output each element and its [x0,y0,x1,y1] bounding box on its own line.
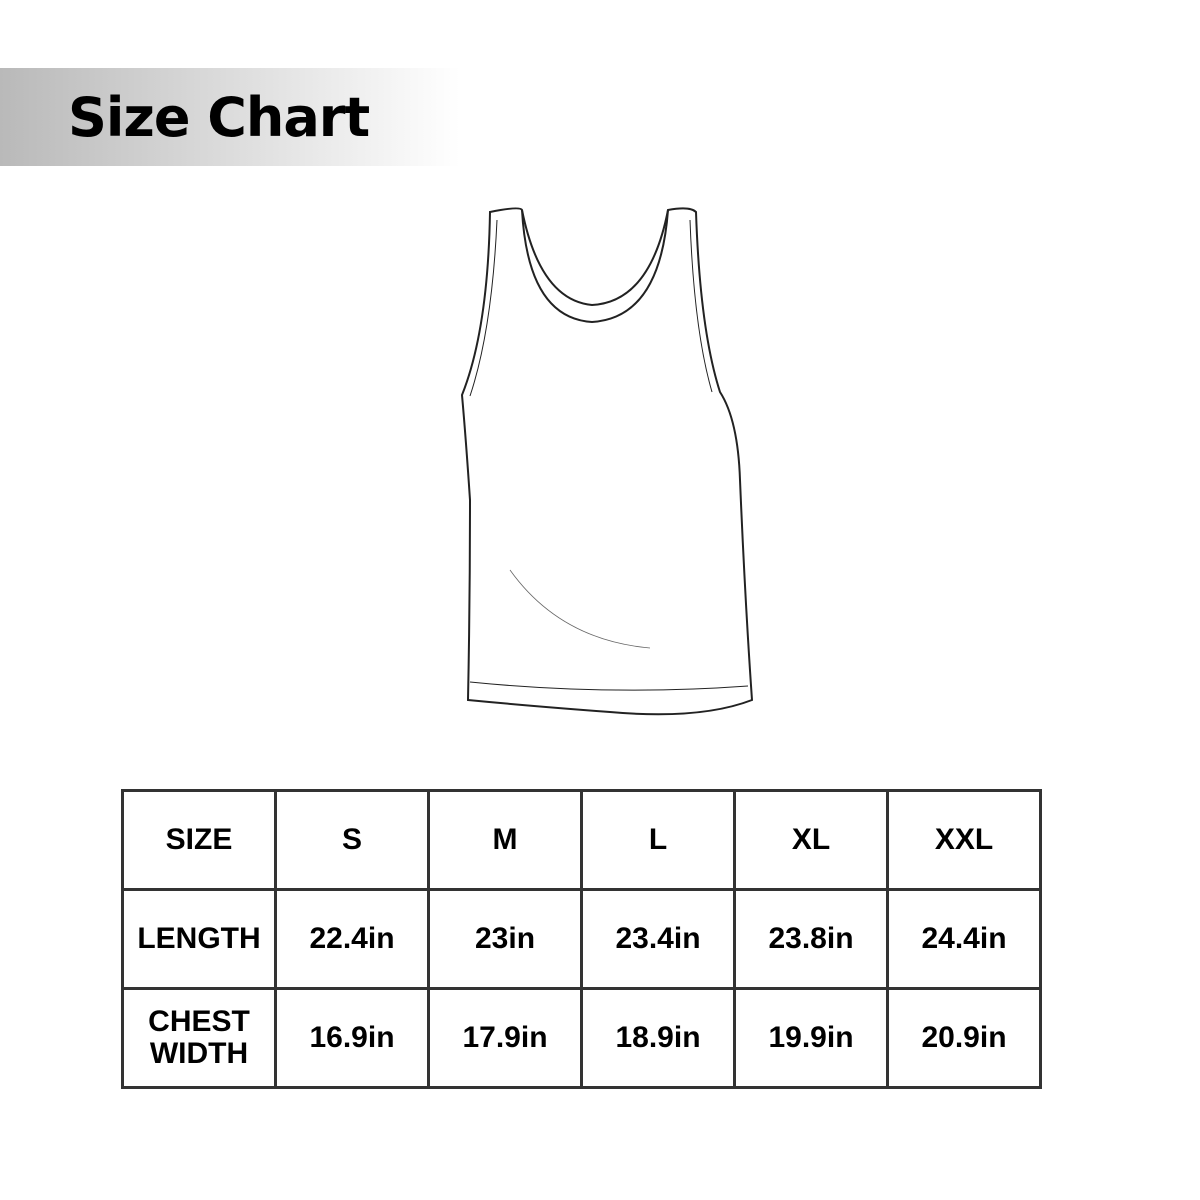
table-row: CHEST WIDTH 16.9in 17.9in 18.9in 19.9in 2… [121,987,1042,1089]
page-title: Size Chart [68,86,370,149]
table-cell: 23.4in [580,888,736,990]
row-label-line: WIDTH [149,1037,249,1070]
table-cell: 23in [427,888,583,990]
tank-top-icon [460,207,754,716]
header-cell: XXL [886,789,1042,891]
row-label: LENGTH [121,888,277,990]
title-banner [0,68,460,166]
table-row: LENGTH 22.4in 23in 23.4in 23.8in 24.4in [121,888,1042,990]
header-cell: SIZE [121,789,277,891]
header-cell: L [580,789,736,891]
table-header-row: SIZE S M L XL XXL [121,789,1042,891]
table-cell: 16.9in [274,987,430,1089]
table-cell: 22.4in [274,888,430,990]
table-cell: 24.4in [886,888,1042,990]
row-label-line: CHEST [148,1005,250,1038]
header-cell: S [274,789,430,891]
table-cell: 18.9in [580,987,736,1089]
header-cell: M [427,789,583,891]
table-cell: 23.8in [733,888,889,990]
size-table: SIZE S M L XL XXL LENGTH 22.4in 23in 23.… [121,789,1042,1089]
table-cell: 20.9in [886,987,1042,1089]
table-cell: 19.9in [733,987,889,1089]
header-cell: XL [733,789,889,891]
table-cell: 17.9in [427,987,583,1089]
row-label: CHEST WIDTH [121,987,277,1089]
